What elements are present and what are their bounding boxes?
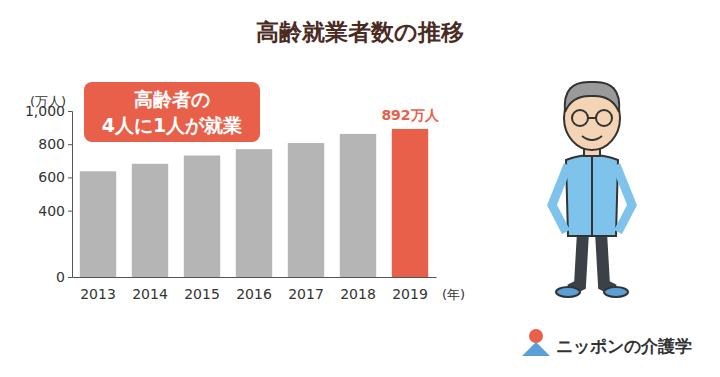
bar: [392, 129, 428, 277]
y-tick-mark: [68, 211, 72, 212]
y-tick-mark: [68, 111, 72, 112]
shoe-right: [604, 287, 628, 297]
mouth: [582, 136, 602, 140]
hair: [565, 82, 620, 112]
x-axis: 2013 2014 2015 2016 2017 2018 2019: [73, 278, 437, 302]
callout: 高齢者の 4人に1人が就業: [84, 82, 260, 142]
y-tick: 800: [38, 136, 72, 152]
data-label: 892万人: [381, 107, 439, 123]
glasses-bridge: [588, 117, 596, 119]
y-tick-label: 0: [56, 269, 65, 285]
logo: ニッポンの介護学: [522, 329, 692, 356]
callout-box: [84, 82, 260, 142]
title: 高齢就業者数の推移: [256, 19, 464, 45]
x-tick-label: 2014: [132, 286, 168, 302]
x-tick: 2017: [288, 286, 324, 302]
bar: [340, 134, 376, 277]
x-tick-label: 2019: [392, 286, 428, 302]
glasses-left: [572, 110, 588, 126]
x-tick: 2018: [340, 286, 376, 302]
callout-text: 高齢者の: [134, 88, 210, 110]
x-tick: 2013: [80, 286, 116, 302]
data-labels: 892万人: [381, 107, 439, 123]
y-tick-mark: [68, 144, 72, 145]
leg-right: [601, 232, 614, 290]
callout-text: 4人に1人が就業: [102, 114, 242, 136]
y-axis-line: [68, 112, 73, 278]
leg-left: [570, 232, 583, 290]
bar: [132, 164, 168, 277]
x-tick: 2016: [236, 286, 272, 302]
arm-right: [616, 165, 632, 232]
arm-left: [552, 165, 568, 232]
x-tick: 2019: [392, 286, 428, 302]
zipper: [591, 156, 593, 236]
y-tick: 0: [56, 269, 72, 285]
bar: [80, 171, 116, 277]
y-tick: 400: [38, 203, 72, 219]
x-tick: 2015: [184, 286, 220, 302]
y-tick: 600: [38, 169, 72, 185]
y-axis-title: (万人): [30, 94, 66, 109]
shoe-left: [556, 287, 580, 297]
glasses-right: [596, 110, 612, 126]
logo-sun: [529, 329, 543, 343]
x-tick-label: 2016: [236, 286, 272, 302]
y-tick-label: 600: [38, 169, 65, 185]
logo-text: ニッポンの介護学: [556, 336, 692, 356]
x-tick-label: 2013: [80, 286, 116, 302]
bars: [80, 129, 428, 277]
bar: [236, 149, 272, 277]
y-tick-mark: [68, 277, 72, 278]
logo-mountain: [522, 342, 550, 356]
x-tick-label: 2018: [340, 286, 376, 302]
y-axis: 04006008001,000: [25, 103, 73, 285]
x-tick: 2014: [132, 286, 168, 302]
y-tick-label: 800: [38, 136, 65, 152]
x-tick-label: 2017: [288, 286, 324, 302]
illustration: [552, 82, 632, 297]
bar: [288, 143, 324, 277]
y-tick-label: 400: [38, 203, 65, 219]
x-axis-title: (年): [442, 287, 465, 302]
chart: 高齢就業者数の推移04006008001,0002013201420152016…: [0, 0, 720, 377]
bar: [184, 155, 220, 277]
x-axis-line: [73, 277, 437, 278]
body: [566, 155, 618, 236]
y-tick-mark: [68, 177, 72, 178]
x-tick-label: 2015: [184, 286, 220, 302]
